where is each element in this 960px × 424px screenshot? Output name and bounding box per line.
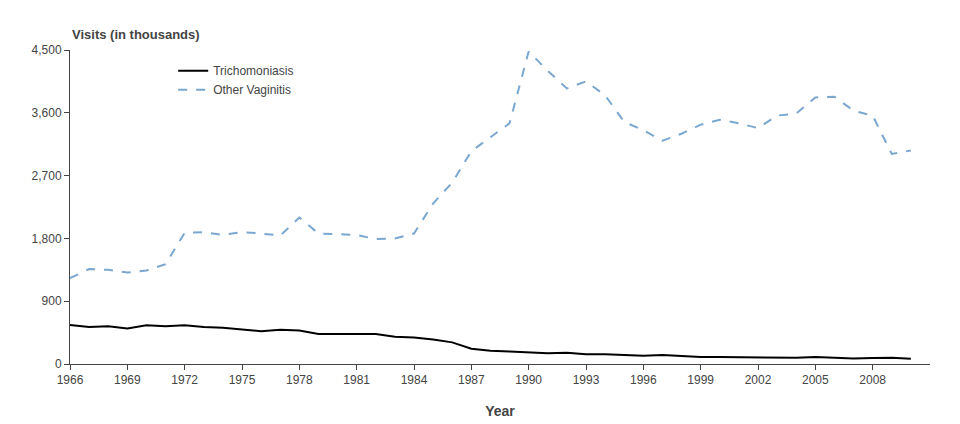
svg-text:2002: 2002 xyxy=(745,373,772,387)
svg-text:Trichomoniasis: Trichomoniasis xyxy=(213,64,293,78)
svg-text:4,500: 4,500 xyxy=(32,43,62,57)
svg-text:1996: 1996 xyxy=(630,373,657,387)
svg-text:900: 900 xyxy=(42,294,62,308)
svg-text:1981: 1981 xyxy=(343,373,370,387)
svg-text:Year: Year xyxy=(485,403,515,419)
svg-text:0: 0 xyxy=(55,357,62,371)
svg-text:1,800: 1,800 xyxy=(32,232,62,246)
svg-text:2008: 2008 xyxy=(859,373,886,387)
svg-text:Other Vaginitis: Other Vaginitis xyxy=(213,83,291,97)
svg-text:Visits (in thousands): Visits (in thousands) xyxy=(72,27,200,42)
svg-text:1990: 1990 xyxy=(515,373,542,387)
svg-text:1972: 1972 xyxy=(171,373,198,387)
svg-text:1999: 1999 xyxy=(687,373,714,387)
svg-text:1987: 1987 xyxy=(458,373,485,387)
svg-text:2,700: 2,700 xyxy=(32,169,62,183)
svg-text:1966: 1966 xyxy=(57,373,84,387)
svg-text:3,600: 3,600 xyxy=(32,106,62,120)
svg-text:2005: 2005 xyxy=(802,373,829,387)
svg-text:1975: 1975 xyxy=(229,373,256,387)
svg-text:1993: 1993 xyxy=(573,373,600,387)
svg-text:1969: 1969 xyxy=(114,373,141,387)
svg-text:1984: 1984 xyxy=(401,373,428,387)
svg-text:1978: 1978 xyxy=(286,373,313,387)
